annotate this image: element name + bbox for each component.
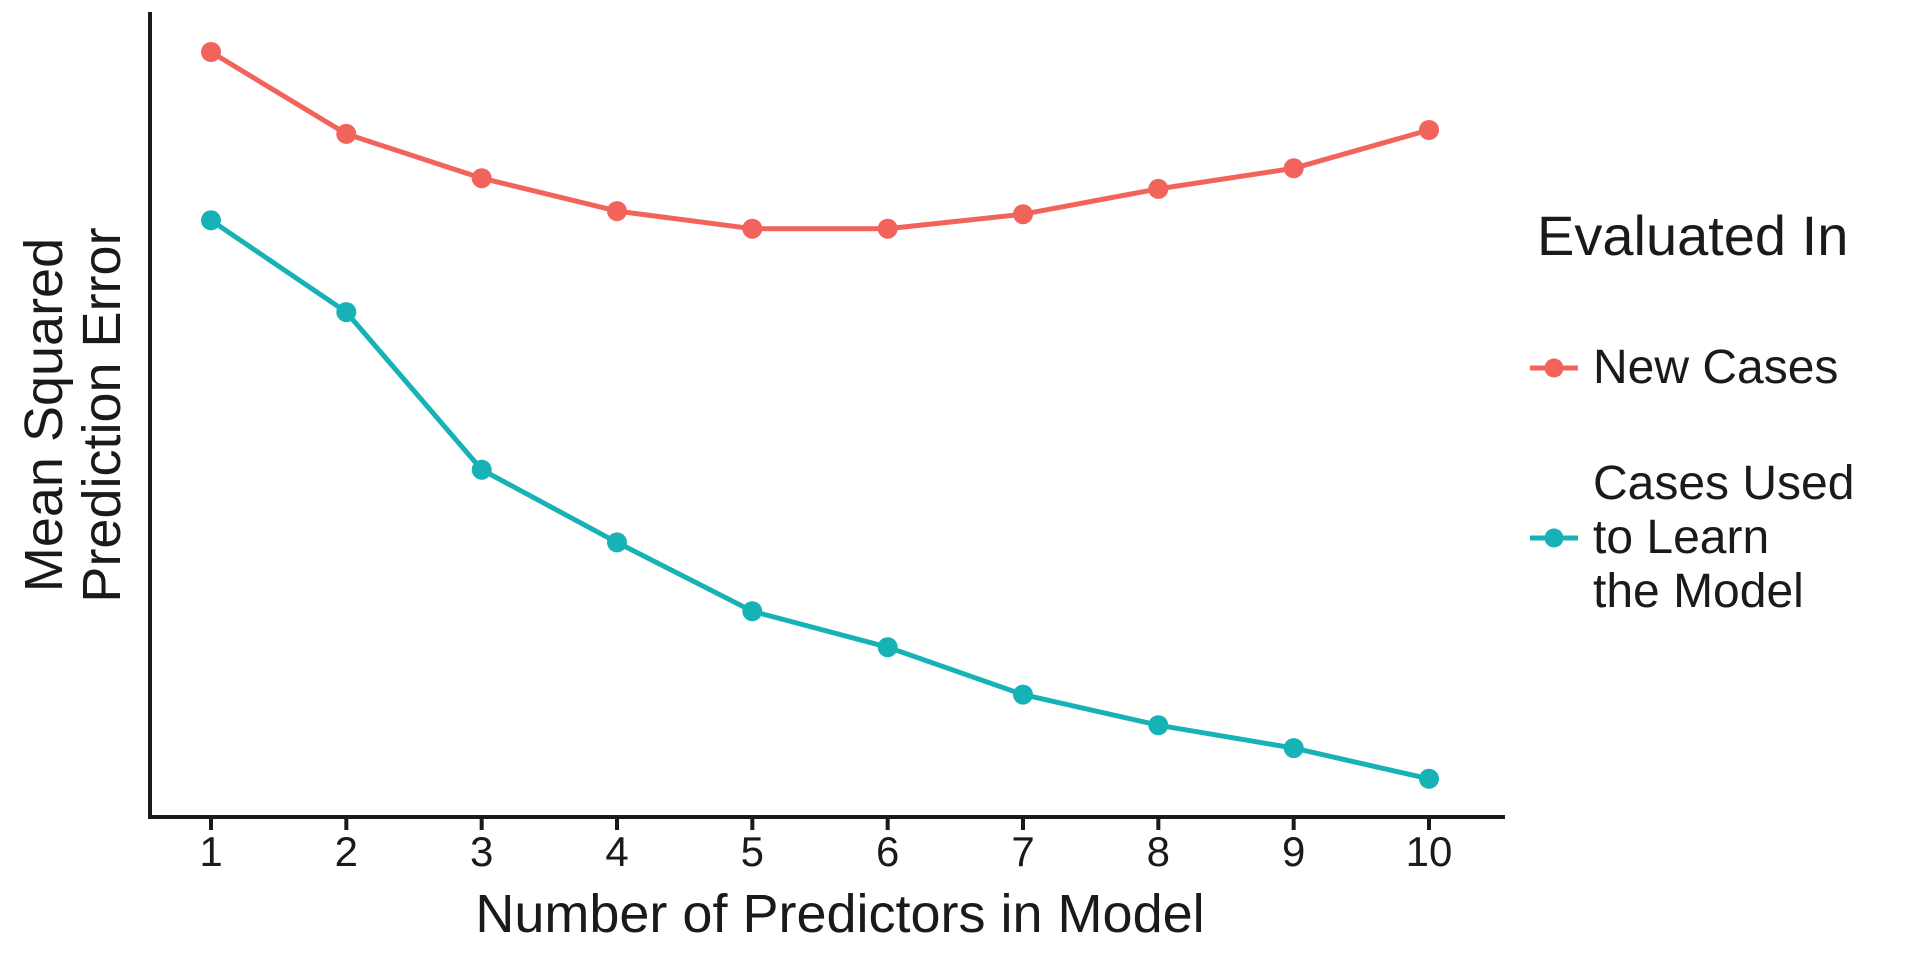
- legend-entry-cases-used-to-learn-the-model: Cases Used to Learn the Model: [1530, 457, 1854, 619]
- data-point-new-cases: [1013, 204, 1033, 225]
- data-point-cases-used-to-learn-the-model: [471, 459, 492, 480]
- data-point-new-cases: [201, 42, 221, 62]
- series-line-cases-used-to-learn-the-model: [208, 217, 1432, 782]
- x-tick-label: 9: [1282, 828, 1305, 875]
- y-axis-title-line1: Mean Squared: [14, 237, 74, 593]
- data-point-cases-used-to-learn-the-model: [607, 532, 627, 553]
- data-point-cases-used-to-learn-the-model: [1419, 768, 1439, 789]
- data-point-cases-used-to-learn-the-model: [742, 601, 763, 622]
- legend-key-dot: [1544, 358, 1564, 378]
- legend-key-dot: [1544, 528, 1564, 548]
- data-point-new-cases: [471, 168, 492, 189]
- x-axis-title: Number of Predictors in Model: [475, 884, 1205, 944]
- x-tick-label: 7: [1011, 828, 1034, 875]
- y-axis-title-line2: Prediction Error: [72, 227, 132, 603]
- data-point-new-cases: [607, 201, 627, 222]
- series-line-new-cases: [208, 49, 1432, 232]
- legend-entry-new-cases: New Cases: [1530, 341, 1838, 395]
- x-tick-label: 3: [470, 828, 493, 875]
- data-point-cases-used-to-learn-the-model: [1283, 738, 1304, 759]
- legend-key-icon-cases-used-to-learn-the-model: [1530, 528, 1578, 548]
- data-point-cases-used-to-learn-the-model: [201, 210, 221, 231]
- data-point-cases-used-to-learn-the-model: [336, 302, 357, 323]
- legend-title: Evaluated In: [1537, 204, 1849, 267]
- x-tick-label: 6: [876, 828, 899, 875]
- legend-key-icon-new-cases: [1530, 358, 1578, 378]
- data-point-cases-used-to-learn-the-model: [877, 637, 898, 658]
- legend-entry-label-new-cases: New Cases: [1593, 341, 1839, 394]
- x-tick-label: 1: [199, 828, 222, 875]
- legend-entry-label-cases-used-to-learn-the-model: Cases Used to Learn the Model: [1593, 457, 1855, 618]
- data-point-new-cases: [1419, 120, 1439, 140]
- data-point-cases-used-to-learn-the-model: [1148, 715, 1169, 736]
- x-tick-label: 2: [335, 828, 358, 875]
- data-point-new-cases: [877, 218, 898, 239]
- x-tick-label: 8: [1147, 828, 1170, 875]
- x-tick-label: 4: [605, 828, 628, 875]
- y-axis-title: Mean Squared Prediction Error: [14, 3, 139, 827]
- data-point-cases-used-to-learn-the-model: [1013, 684, 1033, 705]
- data-point-new-cases: [336, 123, 357, 144]
- data-point-new-cases: [742, 218, 763, 239]
- x-tick-label: 5: [741, 828, 764, 875]
- data-point-new-cases: [1283, 158, 1304, 179]
- x-tick-label: 10: [1406, 828, 1453, 875]
- data-point-new-cases: [1148, 178, 1169, 199]
